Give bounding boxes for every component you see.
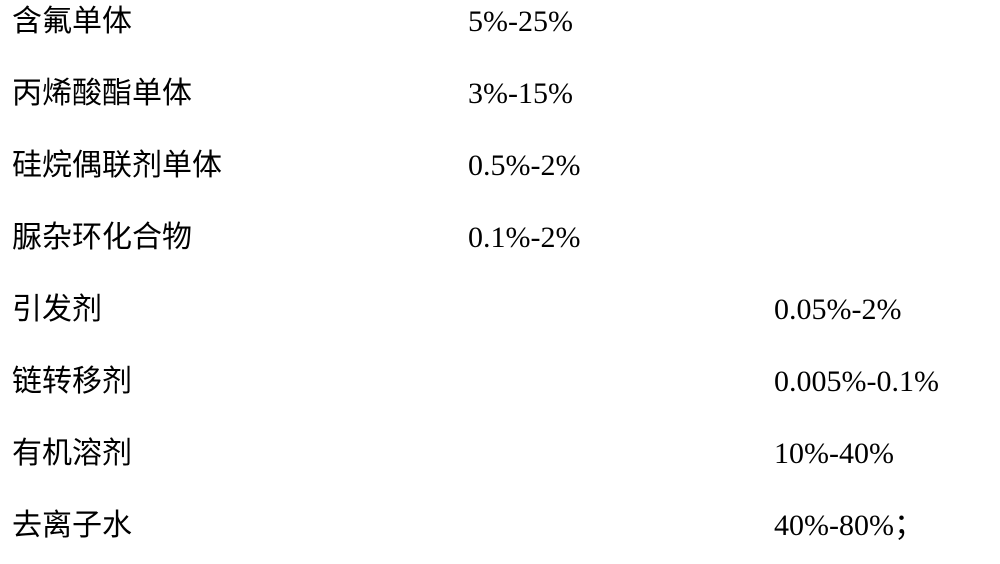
row-value: 0.1%-2% xyxy=(468,220,580,256)
composition-table: 含氟单体 5%-25% 丙烯酸酯单体 3%-15% 硅烷偶联剂单体 0.5%-2… xyxy=(0,0,1000,564)
row-label: 去离子水 xyxy=(12,508,132,544)
row-label: 含氟单体 xyxy=(12,4,132,40)
row-label: 丙烯酸酯单体 xyxy=(12,76,192,112)
row-value: 3%-15% xyxy=(468,76,573,112)
row-label: 链转移剂 xyxy=(12,364,132,400)
row-value: 0.5%-2% xyxy=(468,148,580,184)
row-value: 0.05%-2% xyxy=(774,292,901,328)
row-label: 有机溶剂 xyxy=(12,436,132,472)
row-value: 10%-40% xyxy=(774,436,894,472)
row-value: 5%-25% xyxy=(468,4,573,40)
row-label: 脲杂环化合物 xyxy=(12,220,192,256)
row-value: 40%-80%； xyxy=(774,508,924,544)
row-label: 引发剂 xyxy=(12,292,102,328)
row-value: 0.005%-0.1% xyxy=(774,364,939,400)
row-label: 硅烷偶联剂单体 xyxy=(12,148,222,184)
